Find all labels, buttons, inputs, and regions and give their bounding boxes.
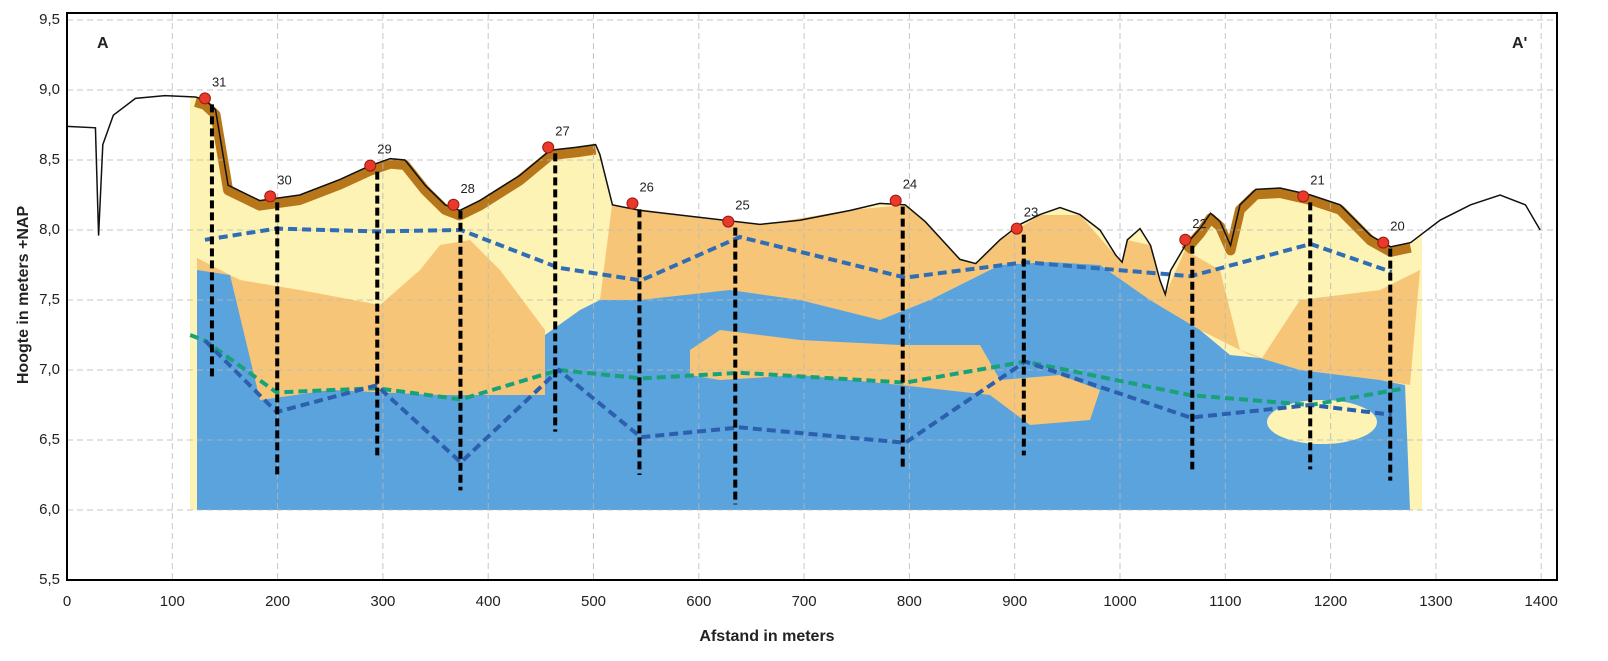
borehole-label: 20	[1390, 219, 1404, 234]
borehole-label: 23	[1024, 205, 1038, 220]
x-tick-label: 200	[265, 593, 290, 610]
y-tick-label: 8,5	[39, 151, 60, 168]
borehole-marker	[365, 160, 376, 171]
borehole-marker	[1298, 191, 1309, 202]
y-tick-label: 6,5	[39, 431, 60, 448]
section-end: A'	[1512, 35, 1527, 52]
borehole-marker	[448, 199, 459, 210]
borehole-label: 29	[377, 142, 391, 157]
borehole-marker	[199, 93, 210, 104]
borehole-label: 21	[1310, 172, 1324, 187]
borehole-label: 31	[212, 74, 226, 89]
borehole-label: 25	[735, 198, 749, 213]
section-start: A	[97, 35, 109, 52]
chart: 0 100 200 300 400 500 600 700 800 900 1000 1100 1200…	[0, 0, 1608, 661]
borehole-marker	[543, 142, 554, 153]
y-tick-label: 9,5	[39, 11, 60, 28]
borehole-marker	[723, 216, 734, 227]
x-tick-label: 500	[581, 593, 606, 610]
borehole-marker	[1180, 234, 1191, 245]
x-tick-label: 300	[370, 593, 395, 610]
x-tick-label: 1300	[1419, 593, 1452, 610]
x-tick-label: 0	[63, 593, 71, 610]
x-tick-label: 700	[792, 593, 817, 610]
borehole-label: 24	[903, 177, 917, 192]
borehole-label: 30	[277, 172, 291, 187]
y-tick-label: 9,0	[39, 81, 60, 98]
borehole-label: 26	[639, 179, 653, 194]
x-tick-label: 1100	[1209, 593, 1241, 610]
y-axis-label: Hoogte in meters +NAP	[15, 206, 32, 385]
borehole-label: 22	[1192, 216, 1206, 231]
borehole-label: 27	[555, 123, 569, 138]
sand-lens	[330, 333, 420, 363]
x-tick-label: 400	[476, 593, 501, 610]
x-tick-label: 100	[160, 593, 185, 610]
borehole-marker	[627, 198, 638, 209]
y-tick-label: 6,0	[39, 501, 60, 518]
borehole-marker	[890, 195, 901, 206]
y-tick-label: 5,5	[39, 571, 60, 588]
borehole-marker	[265, 191, 276, 202]
x-tick-label: 600	[686, 593, 711, 610]
x-tick-label: 800	[897, 593, 922, 610]
x-tick-label: 1200	[1314, 593, 1347, 610]
x-tick-label: 900	[1002, 593, 1027, 610]
y-tick-label: 7,5	[39, 291, 60, 308]
y-tick-label: 8,0	[39, 221, 60, 238]
borehole-marker	[1378, 237, 1389, 248]
x-tick-label: 1000	[1103, 593, 1136, 610]
x-tick-label: 1400	[1525, 593, 1558, 610]
page: {"chart_data": { "type": "line", "x_labe…	[0, 0, 1608, 661]
borehole-label: 28	[460, 181, 474, 196]
borehole-marker	[1011, 223, 1022, 234]
y-tick-label: 7,0	[39, 361, 60, 378]
x-axis-label: Afstand in meters	[699, 628, 834, 645]
